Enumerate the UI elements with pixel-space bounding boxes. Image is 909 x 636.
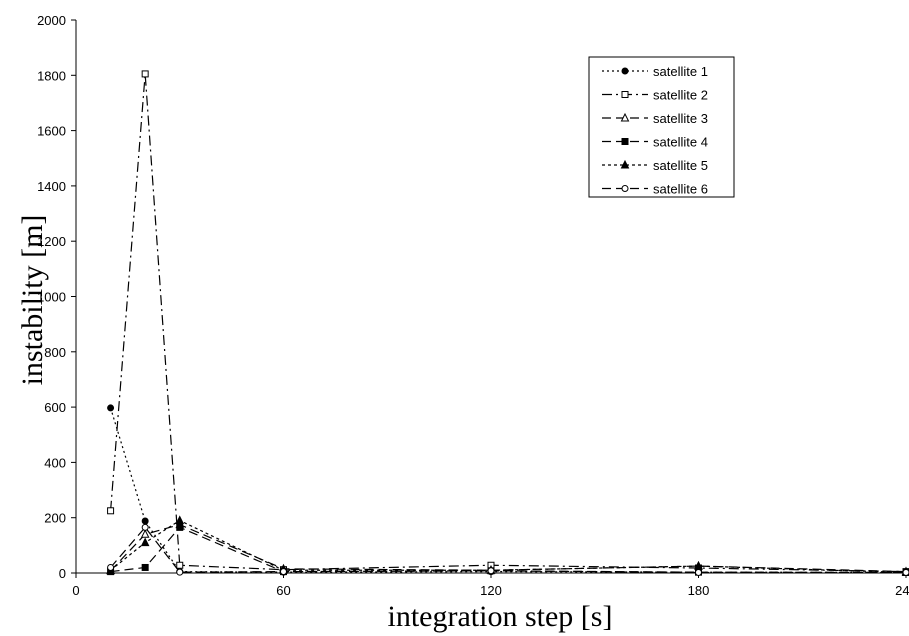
data-point: [107, 563, 115, 571]
y-tick-label: 800: [44, 345, 66, 360]
series-satellite-4: [107, 523, 909, 576]
plot-area: 0 200 400 600 800 1000 1200 1400 1600 1800 2000 0 6…: [37, 13, 909, 598]
data-point: [141, 563, 149, 571]
data-point: [695, 568, 702, 576]
x-axis-ticks: 0 60 120 180 240: [72, 573, 909, 598]
data-point: [902, 568, 909, 576]
y-tick-label: 200: [44, 511, 66, 526]
series-line: [110, 526, 907, 574]
series-satellite-6: [107, 523, 909, 576]
y-tick-label: 600: [44, 400, 66, 415]
data-point: [141, 523, 149, 531]
legend-item: satellite 3: [602, 111, 708, 126]
legend-item: satellite 4: [602, 135, 708, 150]
y-tick-label: 1600: [37, 124, 66, 139]
series-line: [110, 407, 907, 574]
legend-label: satellite 4: [653, 135, 708, 150]
legend-label: satellite 1: [653, 64, 708, 79]
series-satellite-1: [107, 404, 909, 576]
legend-label: satellite 5: [653, 158, 708, 173]
legend-label: satellite 3: [653, 111, 708, 126]
data-point: [140, 537, 150, 547]
data-point: [175, 515, 185, 524]
legend-marker: [621, 138, 629, 145]
series-satellite-5: [106, 515, 909, 576]
y-tick-label: 0: [59, 566, 66, 581]
x-tick-label: 180: [688, 583, 710, 598]
series-line: [109, 73, 907, 573]
series-satellite-2: [107, 70, 909, 576]
legend-marker: [621, 91, 629, 98]
y-tick-label: 400: [44, 455, 66, 470]
legend-box: [588, 56, 735, 198]
legend-marker: [621, 185, 629, 192]
x-axis-title: integration step [s]: [388, 600, 613, 633]
x-tick-label: 60: [276, 583, 290, 598]
y-tick-label: 1400: [37, 179, 66, 194]
series-satellite-3: [106, 519, 909, 576]
data-point: [140, 529, 150, 538]
legend-item: satellite 1: [602, 64, 708, 79]
legend: satellite 1 satellite 2 satellite 3 satelli…: [588, 56, 735, 198]
x-tick-label: 0: [72, 583, 79, 598]
series-line: [110, 526, 906, 574]
y-tick-label: 1000: [37, 290, 66, 305]
y-tick-label: 1200: [37, 234, 66, 249]
data-point: [176, 561, 184, 569]
series-layer: [106, 70, 909, 576]
data-point: [176, 568, 184, 576]
y-tick-label: 1800: [37, 68, 66, 83]
legend-label: satellite 2: [653, 88, 708, 103]
legend-item: satellite 6: [602, 182, 708, 197]
data-point: [107, 507, 115, 515]
legend-item: satellite 5: [602, 158, 708, 173]
data-point: [141, 70, 149, 78]
data-point: [280, 568, 287, 576]
legend-marker: [620, 112, 630, 122]
data-point: [487, 567, 495, 575]
legend-item: satellite 2: [602, 88, 708, 103]
x-tick-label: 240: [895, 583, 909, 598]
x-tick-label: 120: [480, 583, 502, 598]
legend-marker: [621, 67, 629, 75]
data-point: [141, 517, 149, 525]
legend-marker: [620, 159, 630, 169]
data-point: [107, 404, 115, 412]
data-point: [176, 523, 184, 531]
y-axis-title: instability [m]: [16, 215, 49, 386]
legend-label: satellite 6: [653, 182, 708, 197]
y-axis-ticks: 0 200 400 600 800 1000 1200 1400 1600 1800 2000: [37, 13, 76, 581]
y-tick-label: 2000: [37, 13, 66, 28]
